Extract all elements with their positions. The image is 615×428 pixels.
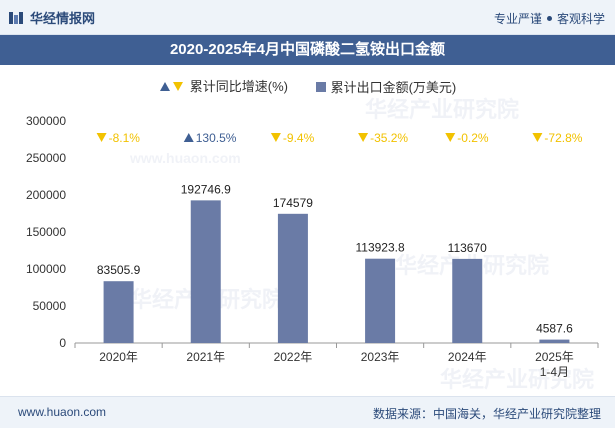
tagline-right: 客观科学 xyxy=(556,12,605,26)
x-tick-label: 2025年 xyxy=(535,350,574,364)
footer: www.huaon.com 数据来源：中国海关，华经产业研究院整理 xyxy=(0,396,615,428)
growth-label: -0.2% xyxy=(457,131,489,145)
growth-down-marker xyxy=(96,133,107,142)
chart-title: 2020-2025年4月中国磷酸二氢铵出口金额 xyxy=(0,35,615,65)
x-tick-label: 2020年 xyxy=(99,350,138,364)
bar xyxy=(277,213,308,343)
y-tick-label: 200000 xyxy=(26,188,66,202)
y-tick-label: 50000 xyxy=(33,299,67,313)
bar xyxy=(365,258,396,343)
legend-growth-label: 累计同比增速(%) xyxy=(189,79,288,94)
tagline: 专业严谨 客观科学 xyxy=(494,10,605,27)
growth-label: 130.5% xyxy=(196,131,237,145)
growth-down-marker xyxy=(270,133,281,142)
triangle-up-down-icon xyxy=(159,81,183,91)
brand-name: 华经情报网 xyxy=(30,11,96,26)
footer-website: www.huaon.com xyxy=(18,405,107,419)
growth-down-marker xyxy=(532,133,543,142)
legend-amount: 累计出口金额(万美元) xyxy=(315,77,457,96)
top-bar: 华经情报网 专业严谨 客观科学 xyxy=(0,0,615,35)
legend-amount-label: 累计出口金额(万美元) xyxy=(330,80,457,95)
x-tick-label: 1-4月 xyxy=(540,365,569,379)
y-tick-label: 250000 xyxy=(26,151,66,165)
bar xyxy=(539,339,570,343)
growth-label: -8.1% xyxy=(109,131,141,145)
y-tick-label: 100000 xyxy=(26,262,66,276)
x-tick-label: 2024年 xyxy=(448,350,487,364)
growth-label: -9.4% xyxy=(283,131,315,145)
bar-value-label: 83505.9 xyxy=(97,263,141,277)
growth-label: -72.8% xyxy=(544,131,582,145)
bar xyxy=(103,281,134,343)
x-tick-label: 2021年 xyxy=(186,350,225,364)
square-icon xyxy=(315,81,326,92)
bar-value-label: 174579 xyxy=(273,196,313,210)
bar xyxy=(190,200,221,343)
footer-source: 数据来源：中国海关，华经产业研究院整理 xyxy=(372,407,601,421)
bar-value-label: 192746.9 xyxy=(181,182,231,196)
brand-logo-icon xyxy=(9,11,23,24)
bar-value-label: 113923.8 xyxy=(355,241,404,255)
legend: 累计同比增速(%) 累计出口金额(万美元) xyxy=(0,76,615,96)
bar-value-label: 4587.6 xyxy=(536,322,573,336)
brand: 华经情报网 xyxy=(8,8,95,27)
legend-growth: 累计同比增速(%) xyxy=(159,76,288,95)
tagline-dot-icon xyxy=(546,16,552,22)
bar-chart: 0 50000 100000 150000 200000 250000 300000 8350… xyxy=(26,114,599,379)
growth-down-marker xyxy=(445,133,456,142)
growth-label: -35.2% xyxy=(370,131,408,145)
x-tick-label: 2022年 xyxy=(274,350,313,364)
y-tick-label: 150000 xyxy=(26,225,66,239)
tagline-left: 专业严谨 xyxy=(493,12,542,26)
y-tick-label: 0 xyxy=(59,336,66,350)
bar xyxy=(452,258,483,343)
x-tick-label: 2023年 xyxy=(361,350,400,364)
bar-value-label: 113670 xyxy=(448,241,487,255)
growth-down-marker xyxy=(358,133,369,142)
y-tick-label: 300000 xyxy=(26,114,66,128)
growth-up-marker xyxy=(183,133,194,142)
